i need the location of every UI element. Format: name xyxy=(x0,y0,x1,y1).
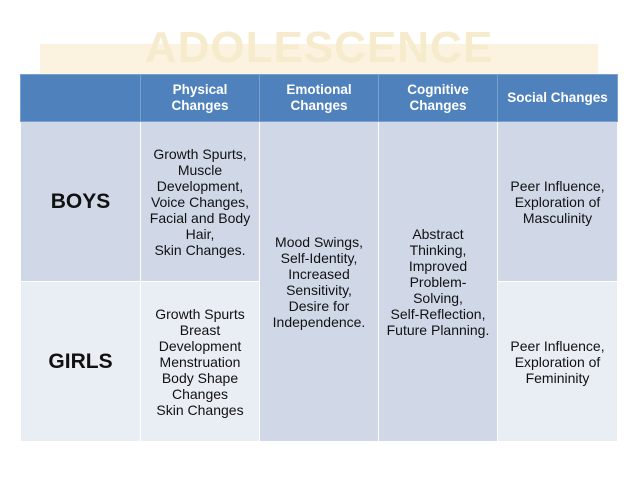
header-emotional: Emotional Changes xyxy=(259,74,379,122)
boys-physical-line: Muscle xyxy=(177,161,223,178)
girls-social-line: Peer Influence, xyxy=(510,337,605,354)
cognitive-line: Self-Reflection, xyxy=(390,305,486,322)
boys-physical-line: Facial and Body xyxy=(149,209,251,226)
boys-physical-line: Skin Changes. xyxy=(154,241,246,258)
girls-social-cell: Peer Influence, Exploration of Femininit… xyxy=(497,281,618,442)
girls-physical-line: Breast xyxy=(179,321,221,338)
girls-physical-line: Menstruation xyxy=(159,353,241,370)
girls-physical-line: Skin Changes xyxy=(156,401,244,418)
header-cognitive: Cognitive Changes xyxy=(378,74,498,122)
boys-physical-cell: Growth Spurts, Muscle Development, Voice… xyxy=(140,121,260,282)
boys-physical-line: Voice Changes, xyxy=(150,193,250,210)
adolescence-table: Physical Changes Emotional Changes Cogni… xyxy=(20,74,618,442)
girls-physical-cell: Growth Spurts Breast Development Menstru… xyxy=(140,281,260,442)
boys-physical-line: Growth Spurts, xyxy=(153,145,247,162)
emotional-cell: Mood Swings, Self-Identity, Increased Se… xyxy=(259,121,379,442)
girls-physical-line: Development xyxy=(158,337,242,354)
cognitive-line: Problem- xyxy=(409,273,467,290)
row-label-boys: BOYS xyxy=(20,121,141,282)
girls-physical-line: Changes xyxy=(171,385,229,402)
boys-physical-line: Hair, xyxy=(185,225,215,242)
emotional-line: Sensitivity, xyxy=(286,281,352,298)
header-physical: Physical Changes xyxy=(140,74,260,122)
cognitive-line: Improved xyxy=(408,257,468,274)
cognitive-cell: Abstract Thinking, Improved Problem- Sol… xyxy=(378,121,498,442)
table-row-boys: BOYS Growth Spurts, Muscle Development, … xyxy=(20,121,618,442)
emotional-line: Self-Identity, xyxy=(280,249,358,266)
cognitive-line: Thinking, xyxy=(409,241,467,258)
emotional-line: Increased xyxy=(288,265,350,282)
girls-social-line: Exploration of xyxy=(514,353,601,370)
row-label-girls: GIRLS xyxy=(20,281,141,442)
emotional-line: Mood Swings, xyxy=(275,233,363,250)
girls-physical-line: Body Shape xyxy=(161,369,239,386)
boys-social-line: Exploration of xyxy=(514,193,601,210)
emotional-line: Independence. xyxy=(272,313,366,330)
header-cognitive-label: Cognitive Changes xyxy=(407,82,469,113)
header-social: Social Changes xyxy=(497,74,618,122)
boys-social-line: Peer Influence, xyxy=(510,177,605,194)
girls-physical-line: Growth Spurts xyxy=(155,305,245,322)
boys-social-line: Masculinity xyxy=(522,209,593,226)
slide-title: ADOLESCENCE xyxy=(144,23,494,72)
cognitive-line: Abstract xyxy=(412,225,464,242)
table-row-girls: GIRLS Growth Spurts Breast Development M… xyxy=(20,281,618,442)
header-physical-label: Physical Changes xyxy=(171,82,229,113)
boys-physical-line: Development, xyxy=(156,177,244,194)
header-social-label: Social Changes xyxy=(507,90,608,105)
header-emotional-label: Emotional Changes xyxy=(286,82,352,113)
girls-social-line: Femininity xyxy=(525,369,590,386)
title-band xyxy=(40,44,598,74)
cognitive-line: Future Planning. xyxy=(386,321,490,338)
header-row: Physical Changes Emotional Changes Cogni… xyxy=(20,74,618,122)
header-corner xyxy=(20,74,141,122)
cognitive-line: Solving, xyxy=(413,289,463,306)
emotional-line: Desire for xyxy=(288,297,350,314)
boys-social-cell: Peer Influence, Exploration of Masculini… xyxy=(497,121,618,282)
